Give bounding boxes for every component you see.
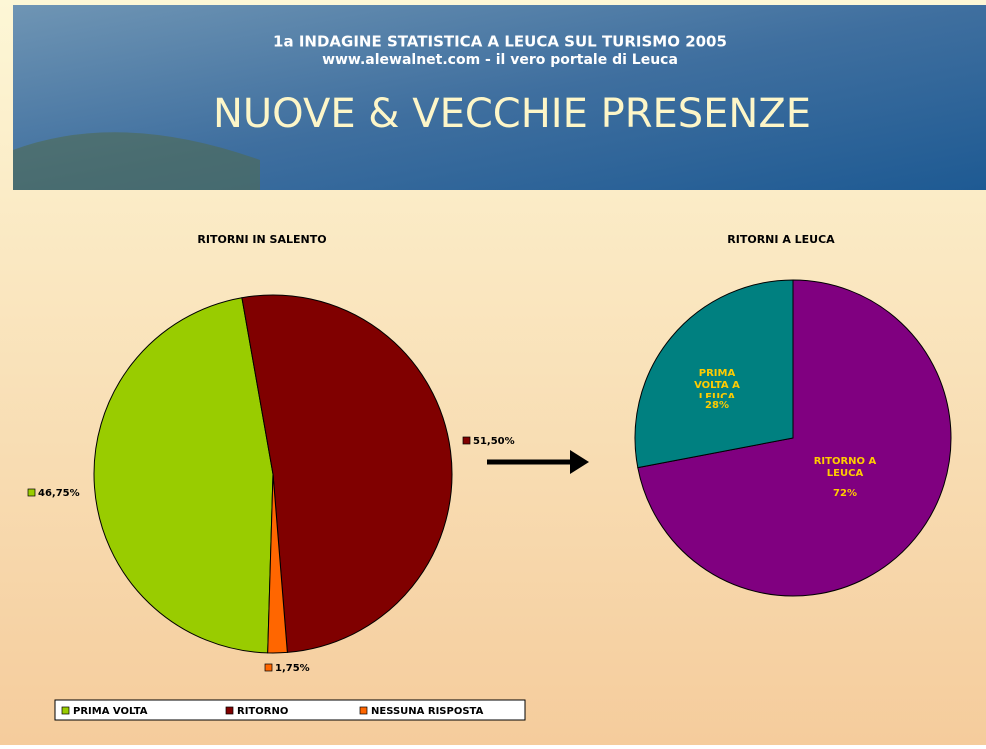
category-label: PRIMA VOLTA A LEUCA: [682, 368, 752, 398]
header-line: 1a INDAGINE STATISTICA A LEUCA SUL TURIS…: [273, 33, 727, 51]
legend-swatch: [62, 707, 69, 714]
category-label: RITORNO A LEUCA: [810, 456, 880, 480]
category-label: PRIMA VOLTA A LEUCA: [672, 368, 762, 398]
label-swatch: [28, 489, 35, 496]
value-label: 51,50%: [473, 436, 515, 447]
legend-label: RITORNO: [237, 706, 288, 717]
chart-title: RITORNI IN SALENTO: [197, 233, 326, 246]
slide: 1a INDAGINE STATISTICA A LEUCA SUL TURIS…: [0, 0, 986, 745]
legend-label: NESSUNA RISPOSTA: [371, 706, 484, 717]
value-label: 28%: [705, 400, 729, 411]
value-label: 1,75%: [275, 663, 310, 674]
label-swatch: [265, 664, 272, 671]
legend-swatch: [360, 707, 367, 714]
value-label: 72%: [833, 488, 857, 499]
label-swatch: [463, 437, 470, 444]
legend-label: PRIMA VOLTA: [73, 706, 148, 717]
value-label: 46,75%: [38, 488, 80, 499]
header-line: www.alewalnet.com - il vero portale di L…: [322, 52, 678, 68]
legend-swatch: [226, 707, 233, 714]
category-label: RITORNO A LEUCA: [800, 456, 890, 486]
header-title: NUOVE & VECCHIE PRESENZE: [213, 91, 811, 137]
chart-title: RITORNI A LEUCA: [727, 233, 835, 246]
